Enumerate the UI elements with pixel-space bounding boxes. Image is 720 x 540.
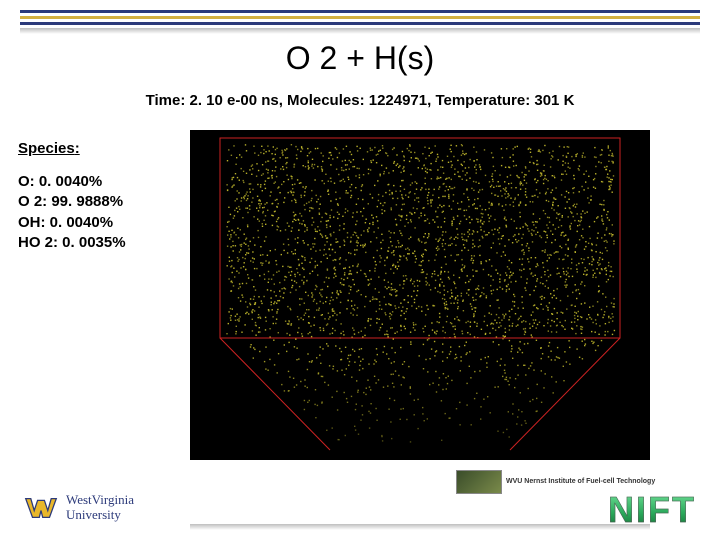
rule-shadow [20,28,700,34]
species-item: O 2: 99. 9888% [18,192,126,212]
nift-logo: WVU Nernst Institute of Fuel-cell Techno… [456,470,696,526]
nift-caption: WVU Nernst Institute of Fuel-cell Techno… [506,478,655,485]
wvu-mark-icon [24,495,58,521]
sim-shadow [190,524,650,530]
species-heading-colon: : [75,140,80,157]
slide-subtitle: Time: 2. 10 e-00 ns, Molecules: 1224971,… [0,92,720,109]
wvu-text-line1: WestVirginia [66,493,134,507]
header-rules [20,10,700,28]
rule-gold [20,16,700,19]
species-item: O: 0. 0040% [18,172,126,192]
species-item: OH: 0. 0040% [18,213,126,233]
simulation-canvas [190,130,650,460]
nift-thumbnail-icon [456,470,502,494]
wvu-logo: WestVirginia University [24,493,134,522]
simulation-viewport [190,130,650,460]
species-heading-text: Species [18,140,75,157]
species-item: HO 2: 0. 0035% [18,233,126,253]
nift-wordmark: NIFT [456,494,696,526]
species-list: O: 0. 0040% O 2: 99. 9888% OH: 0. 0040% … [18,172,126,253]
species-heading: Species: [18,140,80,157]
wvu-text: WestVirginia University [66,493,134,522]
rule-navy-1 [20,10,700,13]
wvu-text-line2: University [66,508,134,522]
rule-navy-2 [20,22,700,25]
slide-title: O 2 + H(s) [0,40,720,77]
